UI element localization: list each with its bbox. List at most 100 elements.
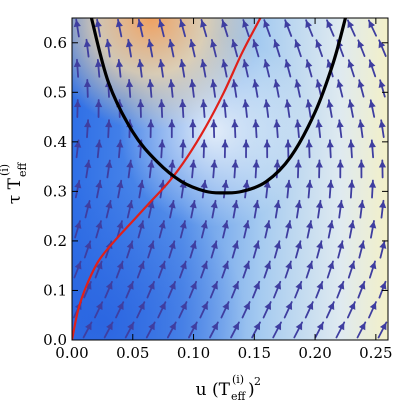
vector-arrow — [210, 79, 218, 98]
vector-arrow — [178, 18, 186, 38]
vector-arrow — [306, 220, 314, 239]
vector-arrow — [273, 280, 282, 299]
vector-arrow — [336, 199, 345, 219]
vector-arrow — [115, 18, 123, 38]
vector-arrow — [73, 58, 82, 78]
vector-arrow — [335, 321, 346, 339]
vector-arrow — [82, 321, 93, 339]
vector-arrow — [368, 139, 376, 159]
vector-arrow — [125, 280, 134, 299]
vector-arrow — [221, 19, 229, 38]
vector-arrow — [315, 39, 324, 58]
vector-arrow — [157, 18, 165, 38]
vector-arrow — [209, 280, 219, 299]
vector-arrow — [294, 79, 302, 98]
vector-arrow — [125, 38, 133, 58]
vector-arrow — [284, 260, 293, 279]
vector-arrow — [200, 260, 208, 279]
vector-arrow — [84, 200, 92, 219]
vector-arrow — [178, 301, 188, 319]
vector-arrow — [263, 220, 271, 239]
vector-arrow — [136, 301, 146, 319]
vector-arrow — [284, 139, 292, 159]
vector-arrow — [305, 139, 313, 159]
vector-arrow — [189, 79, 197, 98]
x-tick-label: 0.15 — [238, 344, 271, 362]
vector-arrow — [210, 39, 218, 58]
vector-arrow — [294, 119, 302, 139]
vector-arrow — [147, 119, 155, 139]
vector-arrow — [189, 39, 197, 58]
plot-frame — [71, 17, 389, 341]
vector-arrow — [336, 280, 345, 299]
vector-arrow — [378, 39, 387, 57]
vector-arrow — [272, 321, 282, 339]
vector-arrow — [126, 240, 134, 259]
vector-arrow — [158, 99, 166, 118]
vector-arrow — [115, 301, 125, 319]
vector-arrow — [83, 280, 92, 299]
vector-arrow — [95, 139, 103, 159]
vector-arrow — [74, 139, 82, 159]
vector-arrow — [179, 139, 187, 159]
vector-arrow — [221, 179, 229, 199]
vector-arrow — [347, 59, 355, 78]
vector-arrow — [315, 159, 323, 179]
vector-arrow — [273, 119, 281, 139]
vector-arrow — [210, 199, 218, 219]
black-curve — [89, 18, 348, 195]
vector-arrow — [105, 119, 113, 139]
vector-arrow — [357, 39, 366, 57]
vector-arrow — [231, 39, 239, 58]
vector-arrow — [263, 260, 272, 279]
vector-arrow — [242, 220, 250, 239]
vector-arrow — [104, 38, 112, 58]
vector-arrow — [326, 260, 335, 279]
vector-arrow — [146, 280, 155, 299]
red-curve — [72, 18, 262, 340]
vector-arrow — [379, 240, 387, 259]
vector-arrow — [357, 79, 365, 98]
vector-arrow — [104, 280, 113, 299]
vector-arrow — [94, 260, 103, 279]
vector-arrow — [294, 159, 302, 179]
vector-arrow — [147, 240, 155, 259]
vector-arrow — [189, 199, 197, 219]
y-axis-label: τ T eff (i) — [0, 161, 29, 204]
vector-arrow — [293, 321, 304, 339]
vector-arrow — [73, 260, 82, 279]
x-axis: 0.00 0.05 0.10 0.15 0.20 0.25 — [55, 18, 393, 362]
vector-arrow — [377, 321, 388, 339]
vector-arrow — [167, 38, 176, 58]
vector-arrow — [136, 18, 144, 38]
vector-arrow — [137, 179, 145, 199]
vector-arrow — [368, 301, 377, 319]
vector-arrow — [357, 159, 365, 179]
vector-arrow — [368, 260, 377, 279]
vector-arrow — [95, 179, 103, 199]
x-tick-label: 0.05 — [116, 344, 149, 362]
vector-arrow — [326, 179, 335, 199]
vector-arrow — [168, 199, 176, 219]
vector-arrow — [305, 179, 313, 199]
vector-arrow — [251, 321, 261, 339]
vector-arrow — [158, 220, 166, 239]
x-axis-label-sub: eff — [231, 390, 247, 403]
vector-arrow — [158, 59, 166, 78]
vector-arrow — [294, 39, 302, 58]
y-tick-label: 0.1 — [43, 281, 67, 299]
vector-arrow — [231, 119, 239, 139]
vector-arrow — [356, 321, 367, 339]
vector-arrow — [348, 220, 356, 239]
vector-arrow — [305, 59, 313, 78]
vector-arrow — [83, 240, 92, 259]
y-tick-label: 0.5 — [43, 83, 67, 101]
vector-arrow — [94, 58, 103, 78]
vector-arrow — [252, 240, 260, 259]
vector-arrow — [210, 240, 218, 259]
vector-arrow — [74, 220, 82, 239]
vector-arrow — [209, 321, 219, 339]
vector-arrow — [221, 139, 229, 159]
vector-arrow — [357, 119, 365, 139]
vector-arrow — [115, 58, 124, 78]
